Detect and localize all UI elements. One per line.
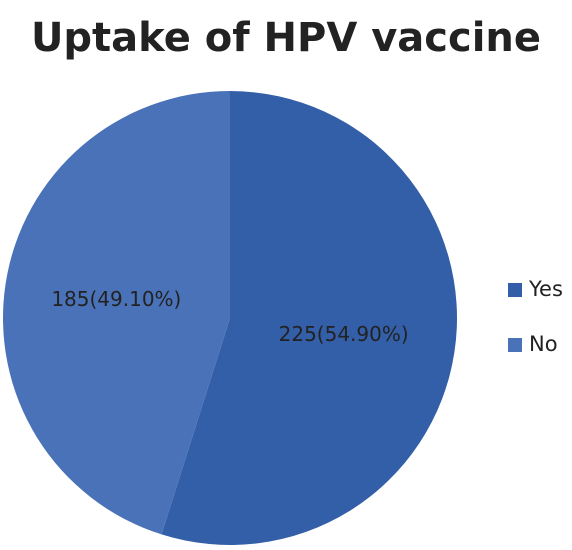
chart-title: Uptake of HPV vaccine	[31, 15, 541, 61]
legend-label: Yes	[528, 277, 563, 301]
data-label: 185(49.10%)	[51, 287, 181, 311]
legend-swatch	[508, 283, 522, 297]
data-label: 225(54.90%)	[279, 322, 409, 346]
legend-swatch	[508, 338, 522, 352]
legend-label: No	[529, 332, 558, 356]
pie-slice	[2, 91, 230, 535]
pie-slice	[161, 91, 457, 545]
